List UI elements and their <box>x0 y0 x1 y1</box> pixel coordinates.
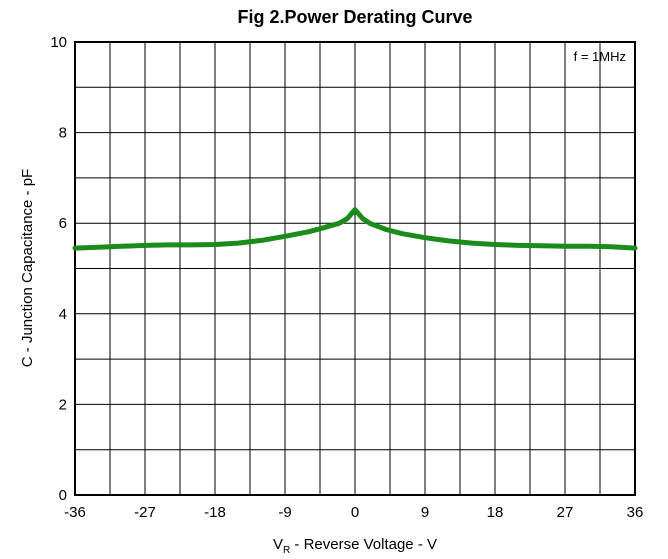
y-tick-label: 8 <box>59 125 67 142</box>
y-tick-label: 4 <box>59 306 67 323</box>
y-tick-labels: 0 2 4 6 8 10 <box>50 34 67 504</box>
y-tick-label: 0 <box>59 487 67 504</box>
y-tick-label: 2 <box>59 396 67 413</box>
x-tick-label: 18 <box>487 504 504 521</box>
x-tick-label: 9 <box>421 504 429 521</box>
x-tick-label: -18 <box>204 504 226 521</box>
x-tick-label: -27 <box>134 504 156 521</box>
x-tick-label: 36 <box>627 504 644 521</box>
x-tick-label: 0 <box>351 504 359 521</box>
x-axis-label-subscript: R <box>283 545 290 556</box>
x-tick-labels: -36 -27 -18 -9 0 9 18 27 36 <box>64 504 643 521</box>
grid <box>75 42 635 495</box>
plot-frame <box>74 41 636 496</box>
x-tick-label: 27 <box>557 504 574 521</box>
x-axis-label: VR - Reverse Voltage - V <box>273 536 437 556</box>
capacitance-curve <box>72 207 638 251</box>
y-tick-label: 6 <box>59 215 67 232</box>
annotation-frequency: f = 1MHz <box>574 49 626 64</box>
x-tick-label: -36 <box>64 504 86 521</box>
x-tick-label: -9 <box>278 504 291 521</box>
series-layer <box>72 207 638 251</box>
y-axis-label: C - Junction Capacitance - pF <box>19 169 36 367</box>
y-tick-label: 10 <box>50 34 67 51</box>
chart-title: Fig 2.Power Derating Curve <box>237 7 472 27</box>
